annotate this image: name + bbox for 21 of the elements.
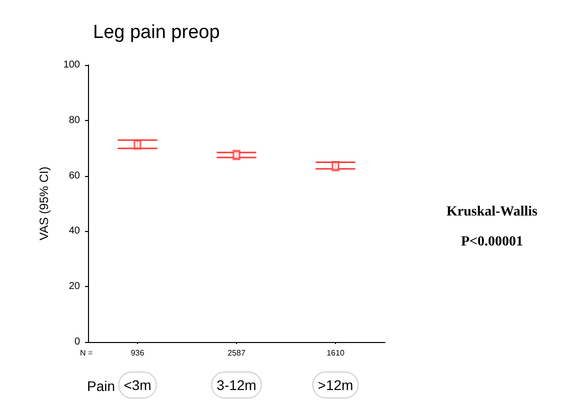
x-axis-title: Pain bbox=[87, 378, 116, 394]
y-tick-label: 0 bbox=[74, 336, 80, 348]
chart-title: Leg pain preop bbox=[93, 22, 220, 43]
text: 936 bbox=[130, 348, 145, 358]
point bbox=[134, 140, 142, 150]
y-tick-label: 20 bbox=[68, 281, 80, 292]
x-tick-label: >12m bbox=[318, 377, 354, 393]
y-tick-label: 80 bbox=[68, 114, 80, 126]
text: N = bbox=[80, 348, 93, 358]
text: 2587 bbox=[228, 348, 246, 358]
y-axis-title: VAS (95% CI) bbox=[37, 166, 51, 240]
text: Kruskal-Wallis bbox=[446, 204, 538, 220]
text: P<0.00001 bbox=[460, 234, 524, 250]
text: 1610 bbox=[326, 348, 345, 358]
y-tick-label: 100 bbox=[63, 60, 80, 70]
point bbox=[232, 150, 240, 160]
x-tick-label: 3-12m bbox=[216, 377, 256, 393]
y-tick-label: 60 bbox=[68, 170, 80, 182]
y-tick-label: 40 bbox=[68, 226, 80, 237]
x-tick-label: <3m bbox=[124, 377, 152, 393]
point bbox=[332, 161, 340, 172]
